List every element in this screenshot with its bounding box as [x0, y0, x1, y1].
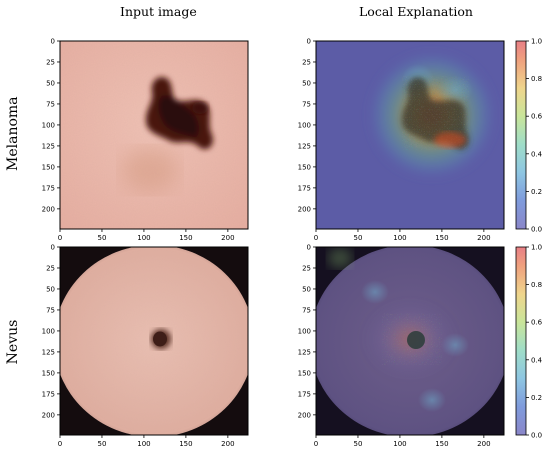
y-tick-label-melanoma-input: 200: [42, 205, 55, 213]
y-tick-label-nevus-input: 50: [46, 285, 55, 293]
colorbar-tick-label-nevus: 1.0: [531, 244, 542, 252]
y-tick-label-melanoma-explanation: 0: [307, 38, 311, 46]
x-tick-label-melanoma-input: 50: [98, 234, 107, 242]
y-tick-label-nevus-explanation: 175: [298, 390, 311, 398]
column-title-explanation: Local Explanation: [359, 4, 473, 19]
x-tick-label-nevus-input: 150: [179, 440, 192, 448]
x-tick-label-melanoma-explanation: 0: [314, 234, 318, 242]
y-tick-label-melanoma-input: 0: [51, 38, 55, 46]
colorbar-tick-label-nevus: 0.2: [531, 394, 542, 402]
x-tick-label-melanoma-input: 200: [221, 234, 234, 242]
y-tick-label-melanoma-explanation: 100: [298, 121, 311, 129]
y-tick-label-melanoma-input: 100: [42, 121, 55, 129]
x-tick-label-nevus-explanation: 200: [477, 440, 490, 448]
y-tick-label-nevus-explanation: 125: [298, 348, 311, 356]
x-tick-label-nevus-input: 50: [98, 440, 107, 448]
colorbar-tick-label-nevus: 0.4: [531, 356, 543, 364]
x-tick-label-nevus-explanation: 150: [435, 440, 448, 448]
y-tick-label-melanoma-explanation: 200: [298, 205, 311, 213]
y-tick-label-melanoma-explanation: 175: [298, 184, 311, 192]
y-tick-label-nevus-input: 125: [42, 348, 55, 356]
melanoma-lesion: [146, 76, 213, 150]
y-tick-label-nevus-input: 0: [51, 244, 55, 252]
y-tick-label-nevus-explanation: 25: [302, 264, 311, 272]
colorbar-tick-label-melanoma: 0.0: [531, 226, 542, 234]
x-tick-label-nevus-explanation: 100: [393, 440, 406, 448]
y-tick-label-melanoma-explanation: 25: [302, 58, 311, 66]
nevus-lesion: [151, 329, 171, 349]
y-tick-label-nevus-input: 175: [42, 390, 55, 398]
y-tick-label-nevus-input: 150: [42, 369, 55, 377]
y-tick-label-nevus-explanation: 150: [298, 369, 311, 377]
y-tick-label-nevus-explanation: 100: [298, 327, 311, 335]
x-tick-label-nevus-input: 200: [221, 440, 234, 448]
colorbar-tick-label-melanoma: 1.0: [531, 38, 542, 46]
x-tick-label-melanoma-explanation: 150: [435, 234, 448, 242]
y-tick-label-melanoma-explanation: 50: [302, 79, 311, 87]
y-tick-label-nevus-explanation: 200: [298, 411, 311, 419]
colorbar-tick-label-melanoma: 0.2: [531, 188, 542, 196]
x-tick-label-nevus-explanation: 50: [354, 440, 363, 448]
y-tick-label-melanoma-input: 50: [46, 79, 55, 87]
y-tick-label-nevus-explanation: 75: [302, 306, 311, 314]
y-tick-label-nevus-input: 100: [42, 327, 55, 335]
colorbar-nevus: [515, 246, 527, 436]
y-tick-label-nevus-input: 25: [46, 264, 55, 272]
y-tick-label-melanoma-explanation: 75: [302, 100, 311, 108]
x-tick-label-melanoma-explanation: 100: [393, 234, 406, 242]
column-title-input: Input image: [120, 4, 197, 19]
x-tick-label-melanoma-explanation: 200: [477, 234, 490, 242]
x-tick-label-melanoma-input: 100: [137, 234, 150, 242]
y-tick-label-nevus-explanation: 0: [307, 244, 311, 252]
colorbar-tick-label-nevus: 0.0: [531, 432, 542, 440]
y-tick-label-melanoma-input: 175: [42, 184, 55, 192]
y-tick-label-melanoma-explanation: 150: [298, 163, 311, 171]
y-tick-label-nevus-explanation: 50: [302, 285, 311, 293]
y-tick-label-melanoma-input: 25: [46, 58, 55, 66]
colorbar-tick-label-nevus: 0.8: [531, 281, 542, 289]
y-tick-label-nevus-input: 75: [46, 306, 55, 314]
y-tick-label-melanoma-input: 150: [42, 163, 55, 171]
x-tick-label-nevus-input: 100: [137, 440, 150, 448]
x-tick-label-nevus-input: 0: [58, 440, 62, 448]
y-tick-label-melanoma-input: 125: [42, 142, 55, 150]
panel-melanoma-input: [60, 41, 248, 229]
y-tick-label-melanoma-explanation: 125: [298, 142, 311, 150]
panel-nevus-explanation: [316, 247, 504, 435]
x-tick-label-melanoma-input: 150: [179, 234, 192, 242]
colorbar-tick-label-melanoma: 0.4: [531, 150, 543, 158]
x-tick-label-melanoma-explanation: 50: [354, 234, 363, 242]
y-tick-label-nevus-input: 200: [42, 411, 55, 419]
colorbar-tick-label-melanoma: 0.6: [531, 113, 543, 121]
panel-melanoma-explanation: [316, 41, 504, 229]
x-tick-label-nevus-explanation: 0: [314, 440, 318, 448]
colorbar-tick-label-melanoma: 0.8: [531, 75, 542, 83]
y-tick-label-melanoma-input: 75: [46, 100, 55, 108]
colorbar-tick-label-nevus: 0.6: [531, 319, 543, 327]
panel-nevus-input: [60, 247, 248, 435]
colorbar-melanoma: [515, 40, 527, 230]
x-tick-label-melanoma-input: 0: [58, 234, 62, 242]
